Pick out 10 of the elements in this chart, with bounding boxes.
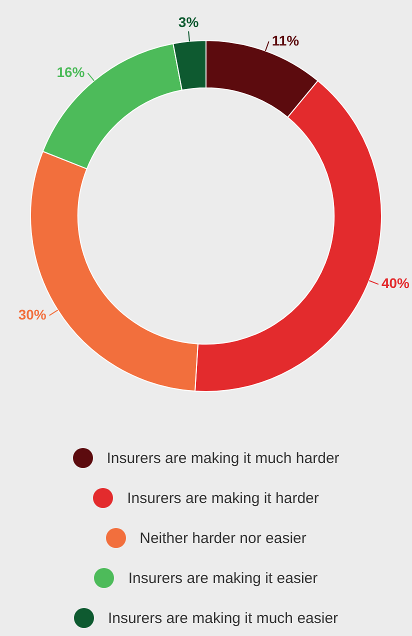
legend-label: Insurers are making it much harder [106,450,340,466]
data-label: 30% [18,306,47,322]
legend-label: Insurers are making it easier [128,570,318,586]
data-label: 40% [381,275,410,292]
legend-label: Insurers are making it harder [127,490,319,506]
legend-label: Insurers are making it much easier [108,610,338,626]
data-label: 3% [178,14,200,30]
data-label: 16% [56,64,86,80]
legend-label: Neither harder nor easier [140,530,306,546]
data-label: 11% [272,32,300,48]
